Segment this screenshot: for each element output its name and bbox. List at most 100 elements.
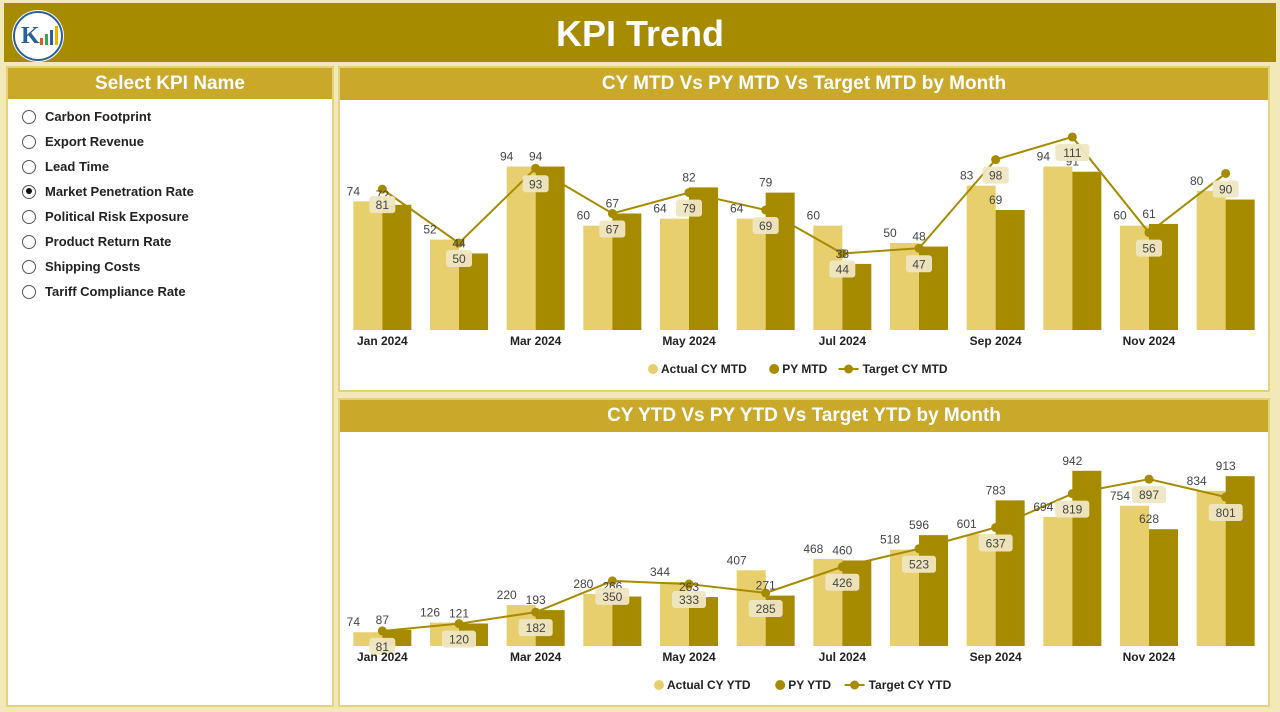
radio-button[interactable] <box>22 284 36 299</box>
target-data-label: 47 <box>912 257 926 271</box>
bar-actual <box>736 218 766 330</box>
target-data-label: 67 <box>606 222 620 236</box>
radio-button[interactable] <box>22 209 36 224</box>
kpi-option-label: Shipping Costs <box>45 259 141 274</box>
target-label-box <box>1132 486 1166 504</box>
kpi-option[interactable]: Export Revenue <box>8 129 332 154</box>
kpi-option[interactable]: Lead Time <box>8 154 332 179</box>
bar-data-label: 50 <box>883 226 897 240</box>
bar-data-label: 913 <box>1216 459 1236 473</box>
bar-data-label: 596 <box>909 518 929 532</box>
target-data-label: 426 <box>832 576 852 590</box>
target-label-box <box>902 555 936 573</box>
legend-marker <box>654 680 664 690</box>
target-point <box>761 588 771 598</box>
bar-data-label: 271 <box>756 579 776 593</box>
target-label-box <box>906 255 932 273</box>
bar-data-label: 67 <box>606 196 620 210</box>
kpi-option[interactable]: Market Penetration Rate <box>8 179 332 204</box>
x-tick-label: Sep 2024 <box>970 650 1022 664</box>
target-point <box>914 544 924 554</box>
bar-data-label: 94 <box>529 150 543 164</box>
target-data-label: 523 <box>909 558 929 572</box>
bar-data-label: 60 <box>1113 209 1127 223</box>
target-label-box <box>672 591 706 609</box>
target-data-label: 285 <box>756 602 776 616</box>
kpi-option-label: Lead Time <box>45 159 110 174</box>
bar-actual <box>1043 516 1073 646</box>
target-data-label: 44 <box>836 262 850 276</box>
x-tick-label: Sep 2024 <box>970 334 1022 348</box>
target-point <box>914 243 924 253</box>
target-label-box <box>442 630 476 648</box>
bar-py <box>765 192 795 330</box>
target-data-label: 819 <box>1062 503 1082 517</box>
bar-py <box>535 166 565 330</box>
target-data-label: 111 <box>1063 146 1082 160</box>
target-point <box>991 523 1001 533</box>
kpi-option[interactable]: Shipping Costs <box>8 254 332 279</box>
bar-data-label: 64 <box>730 202 744 216</box>
target-point <box>607 208 617 218</box>
bar-actual <box>813 225 843 330</box>
bar-data-label: 74 <box>347 615 361 629</box>
target-label-box <box>748 599 783 617</box>
header-bar: K KPI Trend <box>4 3 1276 62</box>
target-label-box <box>982 166 1009 184</box>
target-point <box>837 562 847 572</box>
mtd-chart-title: CY MTD Vs PY MTD Vs Target MTD by Month <box>340 68 1268 100</box>
legend-marker <box>648 364 658 374</box>
radio-button[interactable] <box>22 184 36 199</box>
target-label-box <box>595 587 630 605</box>
bar-py <box>1149 529 1178 646</box>
target-point <box>377 184 387 194</box>
bar-data-label: 60 <box>807 209 821 223</box>
target-point <box>531 607 541 617</box>
target-data-label: 93 <box>529 177 543 191</box>
kpi-slicer: Select KPI Name Carbon Footprint Export R… <box>6 66 334 707</box>
bar-actual <box>506 166 536 330</box>
radio-button[interactable] <box>22 259 36 274</box>
target-data-label: 56 <box>1142 242 1156 256</box>
kpi-option[interactable]: Product Return Rate <box>8 229 332 254</box>
target-label-box <box>369 637 396 655</box>
radio-button[interactable] <box>22 159 36 174</box>
target-label-box <box>1136 239 1162 257</box>
mtd-chart-panel: CY MTD Vs PY MTD Vs Target MTD by Month … <box>338 66 1270 392</box>
kpi-option[interactable]: Political Risk Exposure <box>8 204 332 229</box>
radio-button[interactable] <box>22 134 36 149</box>
x-tick-label: Nov 2024 <box>1123 334 1176 348</box>
bar-data-label: 628 <box>1139 512 1159 526</box>
bar-data-label: 518 <box>880 533 900 547</box>
kpi-option-label: Export Revenue <box>45 134 144 149</box>
x-tick-label: Jul 2024 <box>819 334 867 348</box>
logo: K <box>12 10 64 62</box>
target-point <box>454 619 464 629</box>
target-label-box <box>978 534 1013 552</box>
kpi-option[interactable]: Carbon Footprint <box>8 104 332 129</box>
target-point <box>991 155 1001 165</box>
kpi-option-label: Political Risk Exposure <box>45 209 189 224</box>
radio-button[interactable] <box>22 234 36 249</box>
legend-label: Target CY YTD <box>869 678 952 692</box>
kpi-list: Carbon Footprint Export Revenue Lead Time M… <box>8 99 332 304</box>
target-point <box>761 205 771 215</box>
bar-actual <box>813 558 843 646</box>
x-tick-label: Jan 2024 <box>357 334 408 348</box>
radio-button[interactable] <box>22 109 36 124</box>
kpi-option-label: Market Penetration Rate <box>45 184 194 199</box>
bar-data-label: 754 <box>1110 489 1130 503</box>
bar-data-label: 83 <box>960 169 974 183</box>
target-point <box>531 163 541 173</box>
kpi-option[interactable]: Tariff Compliance Rate <box>8 279 332 304</box>
target-label-box <box>1208 504 1243 522</box>
ytd-chart-title: CY YTD Vs PY YTD Vs Target YTD by Month <box>340 400 1268 432</box>
target-data-label: 90 <box>1219 182 1233 196</box>
bar-data-label: 94 <box>500 150 514 164</box>
target-point <box>1144 228 1154 238</box>
bar-actual <box>1120 505 1149 646</box>
bar-data-label: 126 <box>420 606 440 620</box>
target-data-label: 81 <box>376 198 390 212</box>
svg-text:K: K <box>21 23 40 49</box>
bar-actual <box>966 185 996 330</box>
